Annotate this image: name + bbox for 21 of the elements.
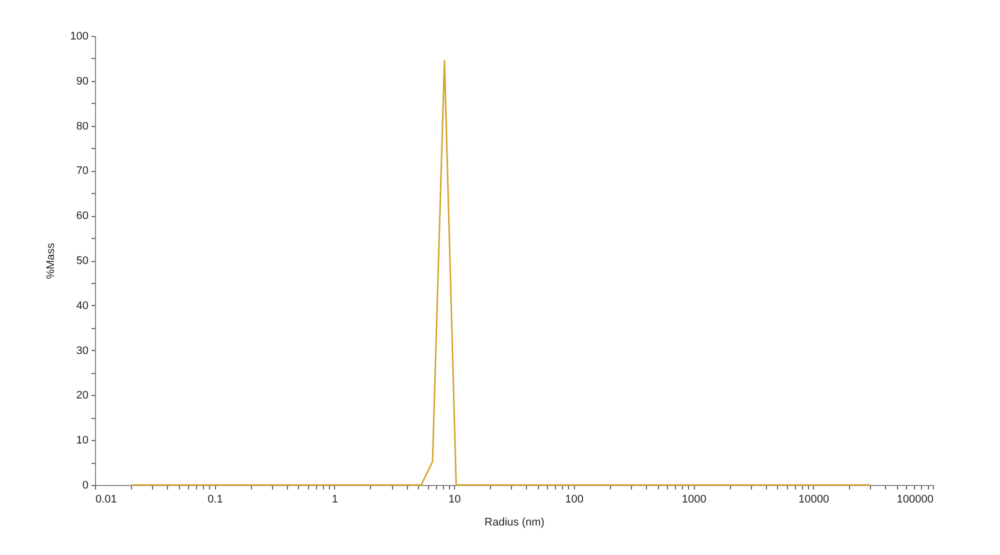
y-tick-label: 60 bbox=[76, 210, 88, 222]
y-tick-label: 80 bbox=[76, 120, 88, 132]
x-tick-label: 0.1 bbox=[208, 494, 223, 506]
y-axis-title: %Mass bbox=[45, 242, 58, 280]
x-tick-label: 100 bbox=[565, 494, 584, 506]
y-tick-label: 90 bbox=[76, 75, 88, 88]
y-tick-label: 10 bbox=[76, 434, 88, 447]
y-tick-label: 30 bbox=[76, 344, 88, 357]
y-tick-label: 40 bbox=[76, 300, 88, 312]
x-tick-label: 10 bbox=[448, 494, 461, 506]
x-tick-label: 10000 bbox=[798, 494, 830, 506]
y-tick-label: 50 bbox=[76, 255, 88, 267]
y-tick-label: 70 bbox=[76, 165, 88, 178]
x-tick-label: 1 bbox=[332, 494, 338, 506]
y-tick-label: 20 bbox=[76, 390, 88, 402]
x-tick-label: 1000 bbox=[682, 494, 706, 506]
y-tick-label: 0 bbox=[82, 480, 88, 492]
x-tick-label: 100000 bbox=[896, 494, 934, 506]
x-axis-title: Radius (nm) bbox=[484, 516, 544, 528]
y-tick-label: 100 bbox=[70, 30, 88, 42]
x-tick-label: 0.01 bbox=[96, 494, 117, 506]
